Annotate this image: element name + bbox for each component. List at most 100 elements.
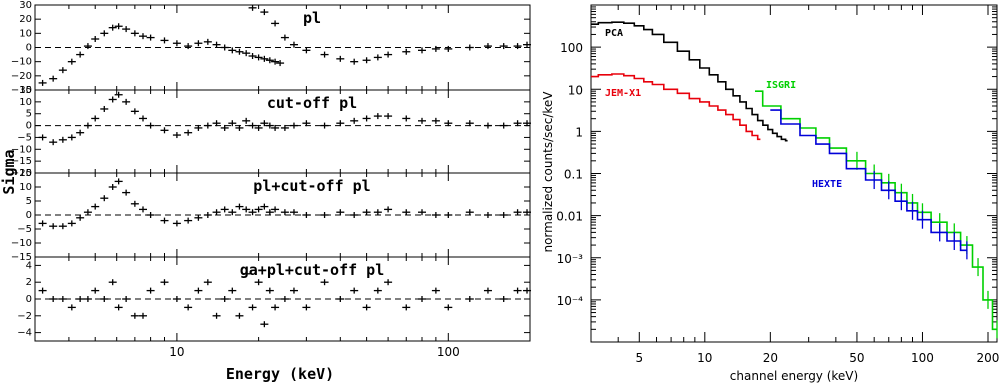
residual-point	[289, 209, 298, 216]
residual-point	[228, 209, 237, 216]
residual-point	[220, 44, 229, 51]
residual-point	[499, 296, 508, 302]
residual-point	[212, 209, 221, 216]
residual-point	[160, 37, 169, 44]
residual-point	[350, 117, 359, 124]
residual-point	[384, 113, 393, 120]
y-tick-label: −2	[17, 311, 32, 322]
residual-point	[271, 304, 280, 311]
residual-point	[58, 136, 67, 143]
residual-point	[265, 287, 274, 294]
x-tick-label: 50	[849, 351, 864, 365]
y-axis-label: Sigma	[0, 149, 18, 194]
residual-point	[350, 58, 359, 65]
residual-point	[235, 124, 244, 131]
subpanel-label: pl	[303, 9, 321, 27]
residual-point	[444, 212, 453, 218]
y-tick-label: 10	[19, 97, 32, 108]
residual-point	[91, 203, 100, 210]
residual-point	[194, 287, 203, 294]
y-tick-label: −10	[11, 57, 32, 68]
residual-point	[248, 122, 257, 129]
residual-point	[402, 304, 411, 311]
residual-point	[248, 53, 257, 59]
residual-panels: 3020100−10−20−30pl151050−5−10−15−20cut-o…	[0, 0, 532, 383]
residual-point	[320, 51, 329, 58]
series-line	[770, 109, 967, 252]
residual-point	[114, 91, 123, 98]
residual-point	[160, 279, 169, 286]
residual-point	[254, 206, 263, 213]
series-label: HEXTE	[812, 179, 842, 190]
y-tick-label: 15	[19, 168, 32, 179]
y-tick-label: 1	[575, 125, 583, 139]
residual-point	[76, 129, 85, 136]
residual-point	[184, 217, 193, 224]
residual-point	[146, 34, 155, 41]
series-label: JEM-X1	[605, 88, 641, 99]
residual-point	[76, 296, 85, 302]
residual-point	[91, 36, 100, 42]
residual-point	[83, 43, 92, 50]
y-tick-label: 10	[19, 28, 32, 39]
y-tick-label: 10	[568, 83, 583, 97]
residual-point	[418, 296, 427, 302]
residual-point	[172, 220, 181, 227]
y-tick-label: 10⁻⁴	[557, 294, 584, 308]
series-jem-x1: JEM-X1	[591, 73, 761, 141]
residual-point	[138, 312, 147, 319]
y-tick-label: −15	[11, 252, 32, 263]
residual-point	[242, 270, 251, 277]
residual-point	[260, 120, 269, 127]
residual-point	[38, 287, 47, 294]
y-tick-label: 10⁻³	[557, 252, 584, 266]
x-axis-label: channel energy (keV)	[730, 369, 858, 383]
residual-point	[260, 55, 269, 62]
residual-point	[76, 51, 85, 58]
residual-point	[242, 206, 251, 213]
residual-point	[276, 60, 285, 67]
residual-point	[138, 33, 147, 40]
residual-point	[350, 212, 359, 218]
x-tick-label: 10	[697, 351, 712, 365]
residual-point	[146, 212, 155, 218]
subpanel-label: pl+cut-off pl	[253, 177, 370, 195]
residual-point	[523, 41, 532, 48]
residual-point	[280, 124, 289, 131]
y-tick-label: 5	[26, 109, 32, 120]
residual-point	[184, 304, 193, 311]
residual-point	[302, 304, 311, 311]
series-label: PCA	[605, 28, 623, 39]
residual-point	[114, 304, 123, 311]
residual-point	[100, 195, 109, 202]
residual-point	[242, 50, 251, 57]
residual-point	[402, 48, 411, 55]
y-tick-label: 0.1	[564, 168, 583, 182]
residual-point	[431, 212, 440, 218]
residual-point	[38, 79, 47, 86]
residual-point	[265, 57, 274, 64]
residual-point	[67, 58, 76, 65]
residual-point	[513, 287, 522, 294]
residual-point	[220, 296, 229, 302]
residual-point	[235, 48, 244, 55]
subpanel-label: cut-off pl	[267, 94, 357, 112]
residual-point	[108, 96, 117, 103]
series-pca: PCA	[591, 21, 788, 142]
residual-point	[122, 98, 131, 105]
residual-point	[49, 223, 58, 230]
residual-point	[499, 212, 508, 218]
residual-point	[254, 54, 263, 61]
y-tick-label: −20	[11, 168, 32, 179]
series-hexte: HEXTE	[770, 109, 968, 260]
y-tick-label: −20	[11, 71, 32, 82]
residual-point	[49, 296, 58, 302]
residual-point	[194, 214, 203, 221]
residual-point	[265, 122, 274, 129]
residual-point	[114, 178, 123, 185]
residual-point	[362, 209, 371, 216]
residual-point	[254, 124, 263, 131]
residual-point	[336, 209, 345, 216]
residual-subpanel-1: 30 20 10 0 −10 −20 −30 pl	[11, 0, 532, 96]
